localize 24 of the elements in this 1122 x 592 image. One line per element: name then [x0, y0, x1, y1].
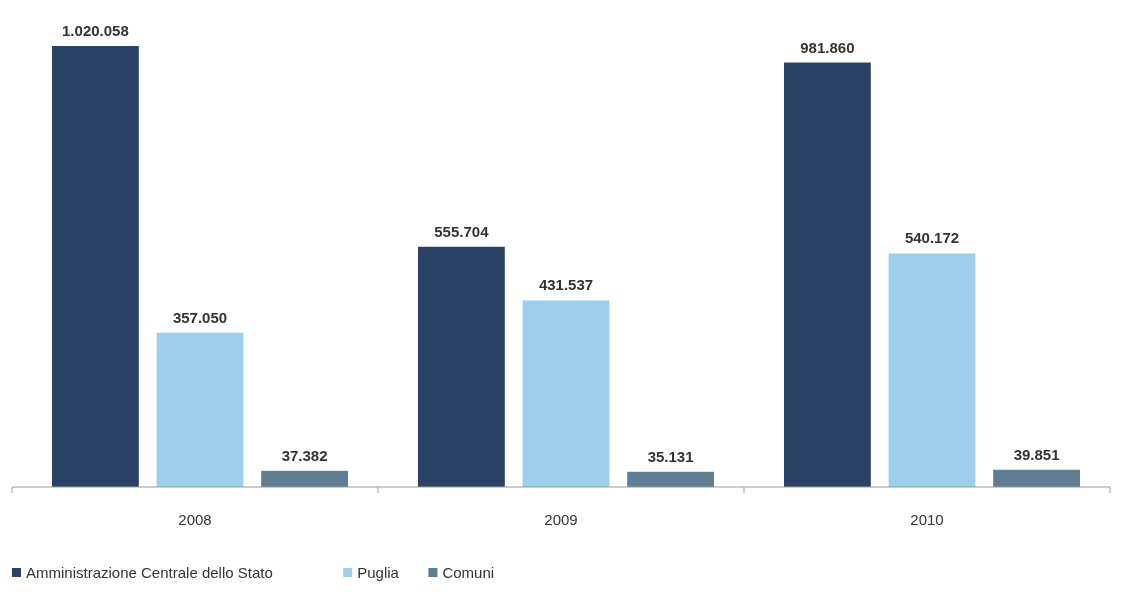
- legend-label: Puglia: [357, 564, 400, 581]
- data-label: 431.537: [538, 276, 594, 294]
- bar: [993, 469, 1080, 487]
- bar: [888, 253, 976, 487]
- data-label: 981.860: [800, 38, 855, 56]
- data-label: 37.382: [281, 446, 328, 464]
- bar: [522, 300, 610, 487]
- data-label: 39.851: [1013, 445, 1060, 463]
- legend-label: Comuni: [442, 564, 495, 581]
- x-tick-label: 2008: [178, 511, 212, 528]
- bar: [784, 62, 871, 487]
- data-label: 1.020.058: [62, 22, 129, 39]
- data-label: 555.704: [434, 222, 490, 240]
- data-label: 357.050: [172, 308, 228, 326]
- x-tick-label: 2009: [544, 511, 578, 528]
- bar: [52, 46, 139, 487]
- data-label: 35.131: [647, 447, 694, 465]
- x-tick-label: 2010: [910, 511, 944, 528]
- legend-label: Amministrazione Centrale dello Stato: [26, 564, 273, 581]
- bar: [261, 470, 348, 487]
- data-label: 540.172: [904, 229, 960, 247]
- bar: [627, 471, 714, 487]
- bar: [156, 332, 244, 487]
- bar: [418, 246, 505, 487]
